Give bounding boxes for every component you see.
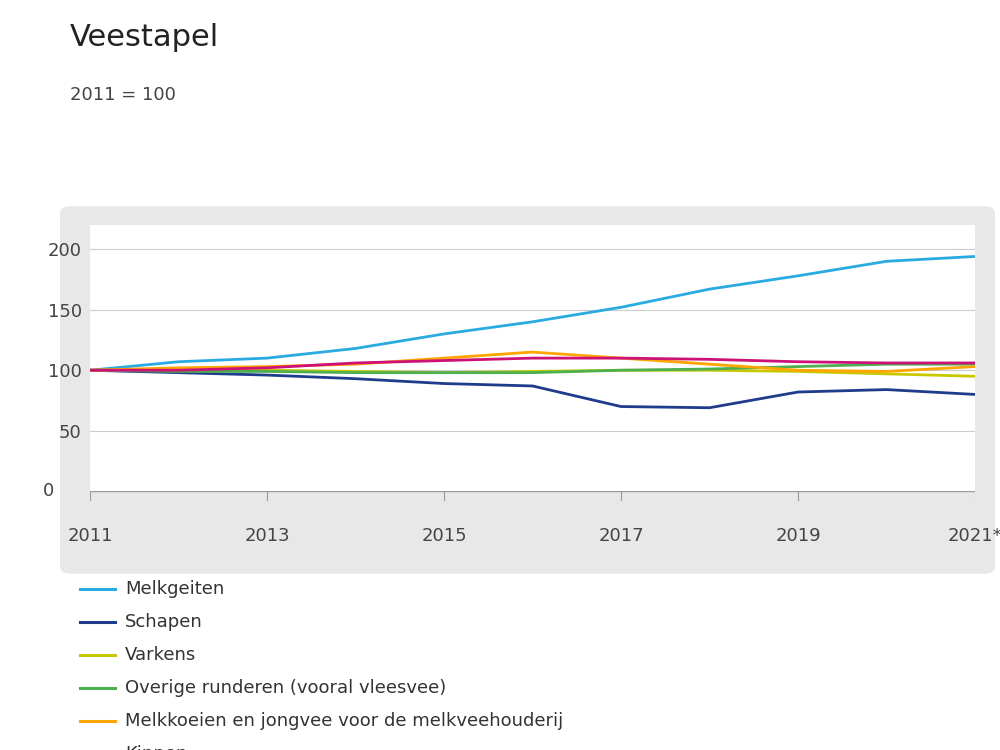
Text: Schapen: Schapen: [125, 613, 203, 631]
Text: Overige runderen (vooral vleesvee): Overige runderen (vooral vleesvee): [125, 679, 446, 697]
Text: Melkkoeien en jongvee voor de melkveehouderij: Melkkoeien en jongvee voor de melkveehou…: [125, 712, 563, 730]
Text: 2017: 2017: [598, 527, 644, 545]
Text: 2021*: 2021*: [948, 527, 1000, 545]
Text: 0: 0: [43, 482, 55, 500]
Text: 2015: 2015: [421, 527, 467, 545]
Text: Melkgeiten: Melkgeiten: [125, 580, 224, 598]
Text: 2011 = 100: 2011 = 100: [70, 86, 176, 104]
Text: Kippen: Kippen: [125, 745, 187, 750]
Text: Varkens: Varkens: [125, 646, 196, 664]
Text: Veestapel: Veestapel: [70, 22, 219, 52]
Text: 2019: 2019: [775, 527, 821, 545]
Text: 2011: 2011: [67, 527, 113, 545]
Text: 2013: 2013: [244, 527, 290, 545]
